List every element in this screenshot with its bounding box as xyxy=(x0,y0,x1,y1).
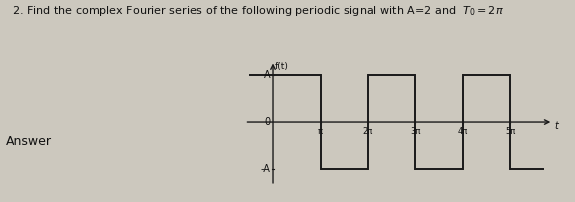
Text: Answer: Answer xyxy=(6,135,52,148)
Text: t: t xyxy=(554,121,558,130)
Text: 4π: 4π xyxy=(458,127,468,136)
Text: -A: -A xyxy=(260,164,270,174)
Text: 3π: 3π xyxy=(411,127,421,136)
Text: f(t): f(t) xyxy=(275,62,289,71)
Text: A: A xyxy=(264,70,270,80)
Text: 2π: 2π xyxy=(363,127,373,136)
Text: 5π: 5π xyxy=(505,127,516,136)
Text: 0: 0 xyxy=(264,117,270,127)
Text: 2. Find the complex Fourier series of the following periodic signal with A=2 and: 2. Find the complex Fourier series of th… xyxy=(12,4,503,18)
Text: π: π xyxy=(318,127,323,136)
